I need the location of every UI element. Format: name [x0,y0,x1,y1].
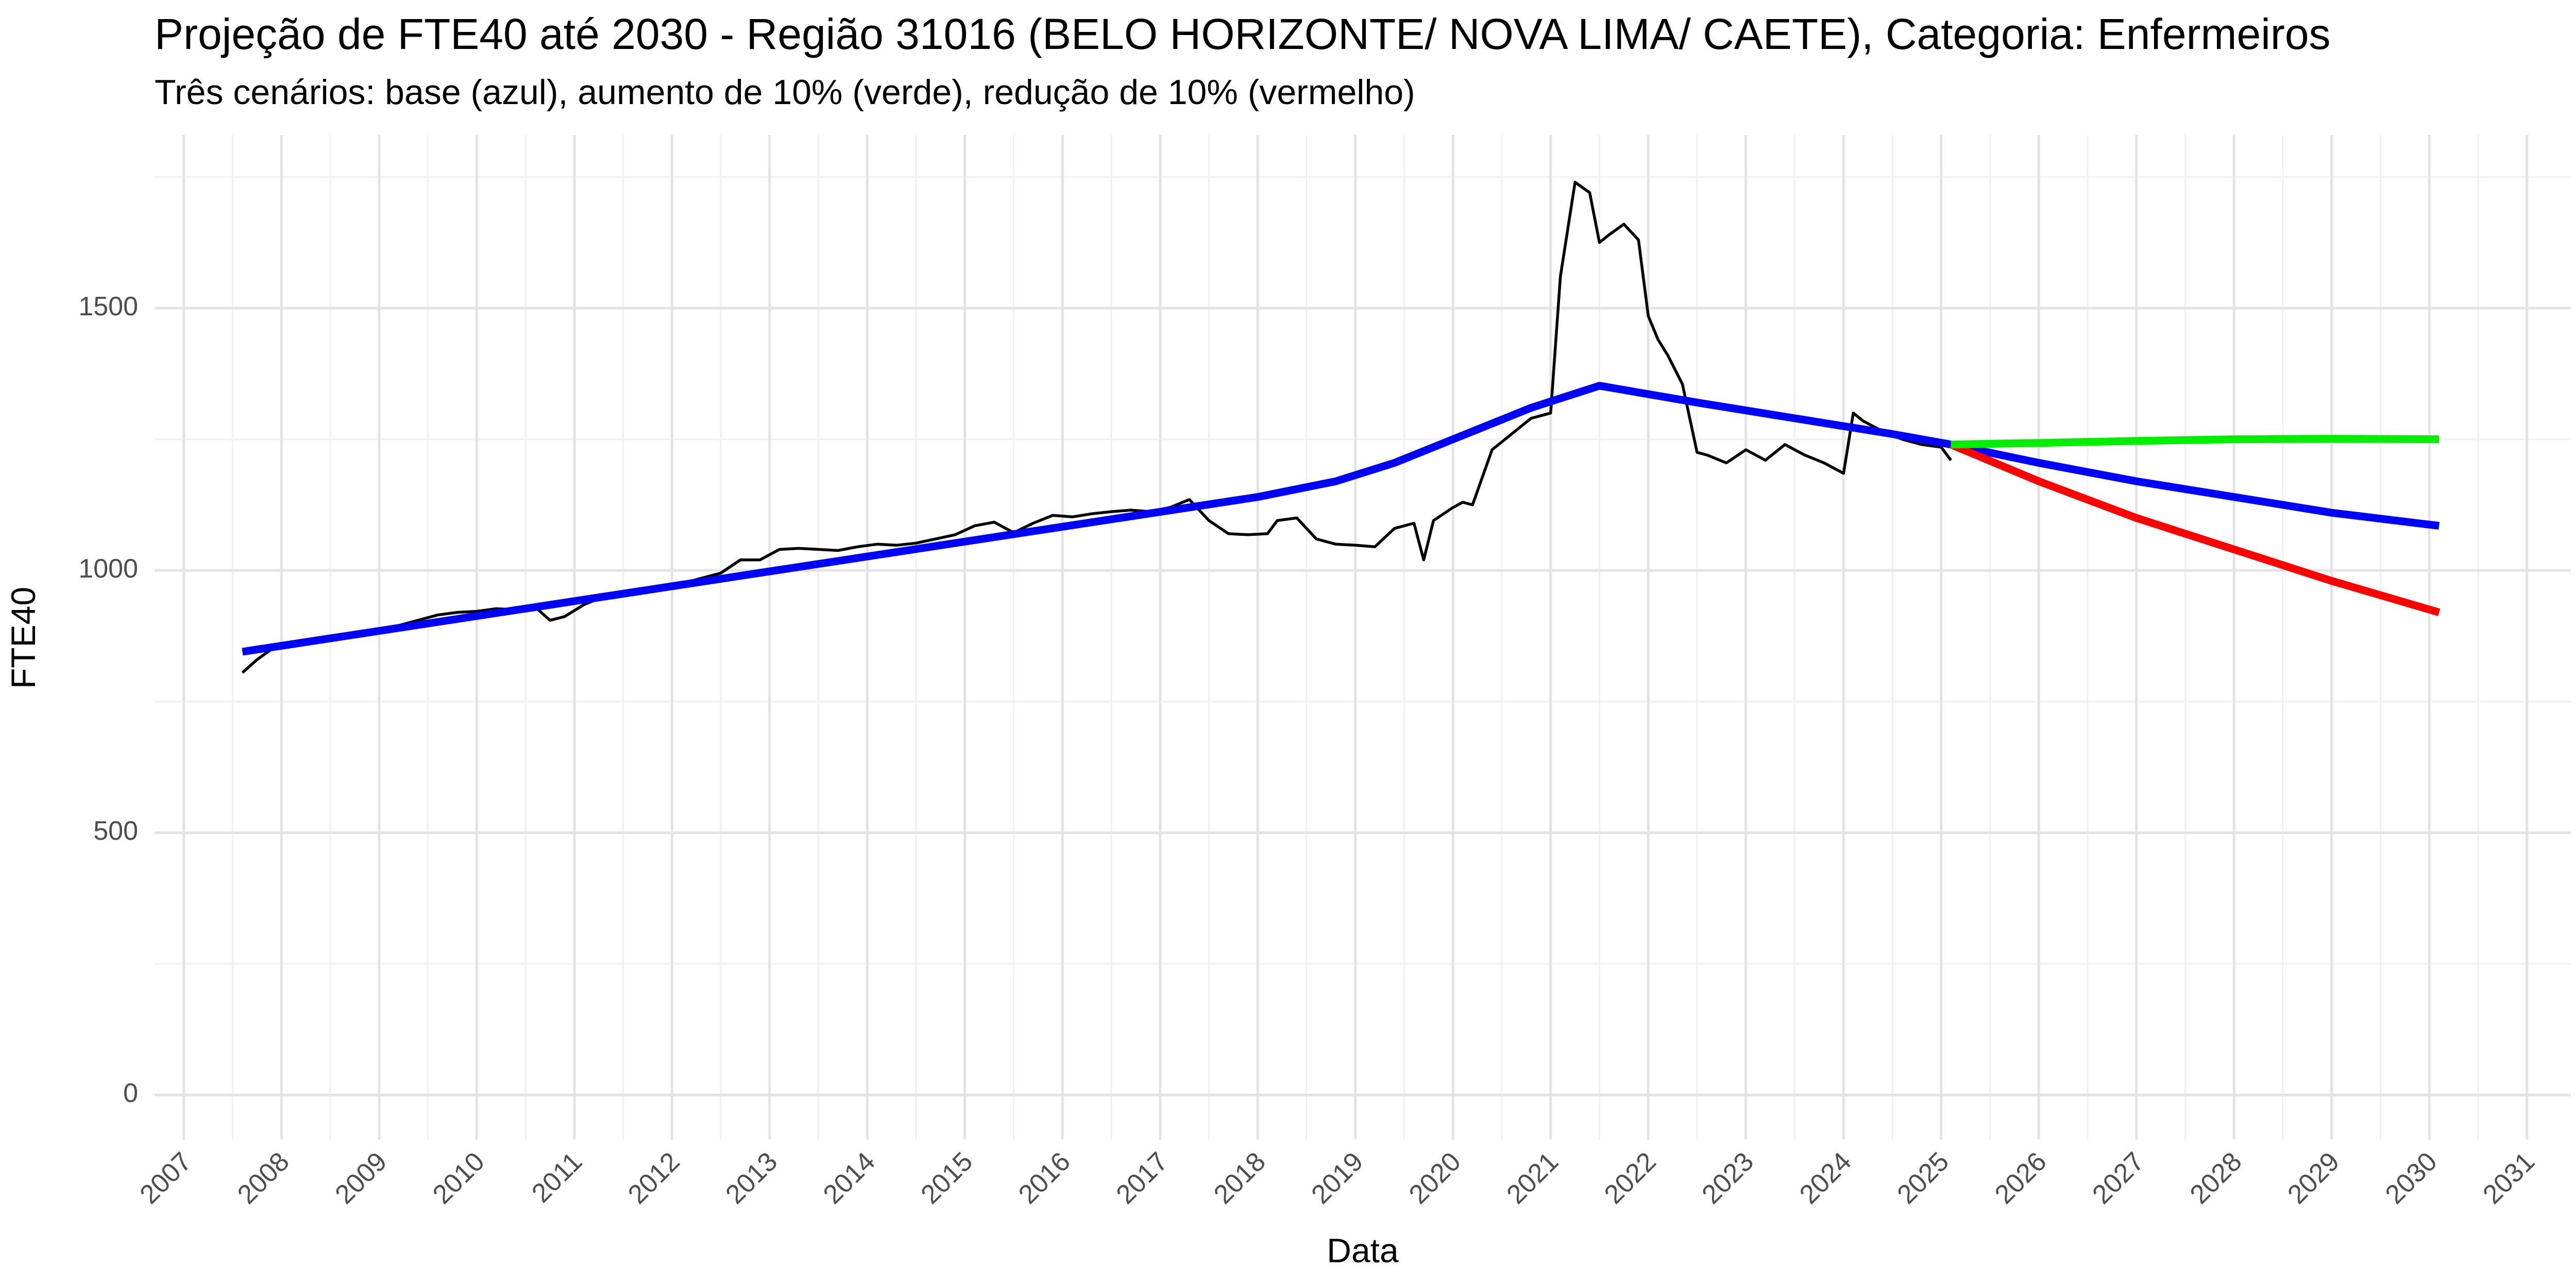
x-tick-label: 2015 [915,1146,978,1210]
x-tick-label: 2026 [1989,1146,2053,1210]
x-axis-label: Data [1327,1231,1399,1269]
x-axis-ticks: 2007 2008 2009 2010 2011 2012 2013 2014 2015 2016… [134,1146,2541,1210]
y-tick-label: 1500 [78,292,138,321]
x-tick-label: 2007 [134,1146,198,1210]
x-tick-label: 2024 [1794,1146,1857,1210]
series-line-up10 [1951,435,2439,449]
x-tick-label: 2019 [1306,1146,1369,1210]
x-tick-label: 2014 [818,1146,881,1210]
x-tick-label: 2029 [2282,1146,2345,1210]
y-axis-label: FTE40 [4,587,42,689]
x-tick-label: 2028 [2184,1146,2248,1210]
x-tick-label: 2027 [2087,1146,2150,1210]
x-tick-label: 2017 [1110,1146,1174,1210]
x-tick-label: 2010 [427,1146,490,1210]
y-axis-ticks: 0 500 1000 1500 [78,292,138,1108]
series-line-down10 [1949,440,2441,616]
x-tick-label: 2011 [526,1146,588,1208]
chart-title: Projeção de FTE40 até 2030 - Região 3101… [155,10,2331,58]
series-line-base [242,382,2440,656]
x-tick-label: 2025 [1891,1146,1955,1210]
x-tick-label: 2018 [1208,1146,1272,1210]
series-lines [241,180,2441,674]
x-tick-label: 2009 [330,1146,393,1210]
x-tick-label: 2016 [1013,1146,1076,1210]
x-tick-label: 2023 [1696,1146,1759,1210]
x-tick-label: 2020 [1403,1146,1467,1210]
x-tick-label: 2021 [1501,1146,1564,1210]
chart-subtitle: Três cenários: base (azul), aumento de 1… [155,73,1415,112]
x-tick-label: 2031 [2477,1146,2540,1210]
x-tick-label: 2013 [720,1146,783,1210]
x-tick-label: 2008 [232,1146,295,1210]
x-tick-label: 2012 [622,1146,686,1210]
grid-lines [155,135,2571,1140]
y-tick-label: 1000 [78,554,138,584]
y-tick-label: 500 [93,816,138,846]
series-line-observed [241,180,1952,674]
y-tick-label: 0 [123,1078,138,1108]
x-tick-label: 2022 [1599,1146,1662,1210]
x-tick-label: 2030 [2380,1146,2443,1210]
